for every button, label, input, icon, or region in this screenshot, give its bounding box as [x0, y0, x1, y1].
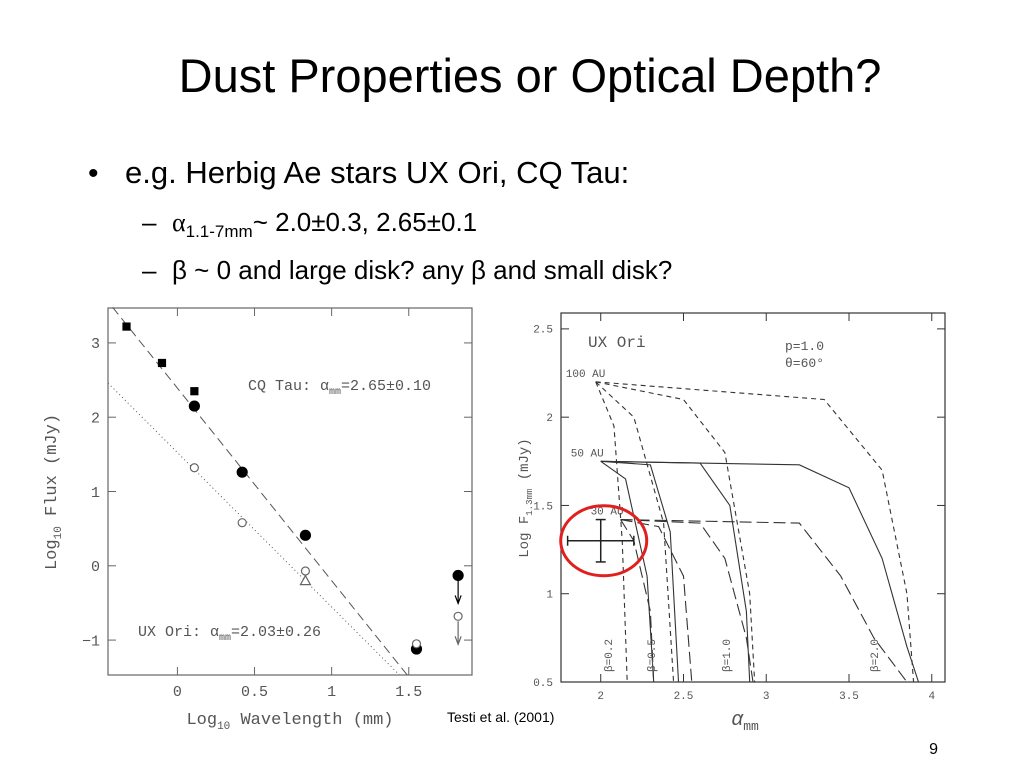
- y-axis-label: Log10 Flux (mJy): [43, 414, 65, 570]
- x-tick-label: 0: [173, 684, 182, 701]
- data-point: [122, 322, 131, 331]
- label-sub: mm: [743, 719, 759, 734]
- x-tick-label: 3: [763, 691, 770, 703]
- label-main: Log: [186, 711, 217, 730]
- fit-line: [112, 306, 408, 676]
- x-tick-label: 2.5: [674, 691, 694, 703]
- data-point: [190, 387, 199, 396]
- label-main: α: [731, 709, 744, 732]
- annotation-pre: UX Ori: α: [138, 624, 219, 641]
- group-label: 100 AU: [566, 369, 606, 381]
- group-label: 30 AU: [591, 507, 624, 519]
- highlight-circle: [559, 504, 649, 578]
- y-tick-label: 2.5: [533, 325, 553, 337]
- model-curve: [620, 519, 655, 683]
- upper-limit-arrow: [454, 580, 462, 606]
- y-tick-label: 0.5: [533, 678, 553, 690]
- model-curve: [600, 460, 920, 683]
- label-sub: 1.3mm: [525, 489, 535, 516]
- annotation-post: =2.03±0.26: [231, 624, 321, 641]
- label-rest: (mJy): [517, 438, 533, 488]
- data-point: [157, 358, 167, 368]
- y-tick-label: 2: [546, 413, 553, 425]
- data-point: [189, 463, 199, 473]
- x-tick-label: 0.5: [241, 684, 268, 701]
- annotation-pre: CQ Tau: α: [248, 378, 329, 395]
- annotation: UX Ori: αmm=2.03±0.26: [138, 624, 321, 644]
- symbol: α: [172, 208, 186, 237]
- beta-label: β=0.5: [647, 639, 659, 672]
- x-axis-label: Log10 Wavelength (mm): [186, 711, 393, 733]
- citation: Testi et al. (2001): [447, 709, 554, 725]
- label-main: Log F: [517, 516, 533, 558]
- y-tick-label: −1: [82, 633, 100, 650]
- sub-bullet: α1.1-7mm~ 2.0±0.3, 2.65±0.1: [172, 207, 477, 241]
- beta-label: β=1.0: [722, 639, 734, 672]
- annotation: CQ Tau: αmm=2.65±0.10: [248, 378, 431, 398]
- label-rest: Wavelength (mm): [230, 711, 393, 730]
- model-curve: [595, 381, 756, 683]
- x-tick-label: 4: [928, 691, 935, 703]
- text: ~ 2.0±0.3, 2.65±0.1: [253, 207, 477, 237]
- sub-bullet: β ~ 0 and large disk? any β and small di…: [172, 255, 672, 285]
- param: θ=60°: [785, 356, 824, 371]
- label-rest: Flux (mJy): [43, 414, 62, 526]
- model-curve: [620, 519, 908, 683]
- page-number: 9: [929, 741, 938, 758]
- upper-limit-arrow: [454, 621, 462, 647]
- data-point: [188, 400, 200, 412]
- data-point: [300, 566, 311, 576]
- fit-line: [107, 382, 400, 676]
- y-tick-label: 1.5: [533, 501, 553, 513]
- annotation-sub: mm: [219, 633, 231, 644]
- x-axis-label: αmm: [731, 709, 759, 734]
- label-sub: 10: [217, 721, 230, 733]
- data-point: [452, 569, 464, 582]
- data-point: [411, 639, 422, 649]
- x-tick-label: 1.5: [395, 684, 422, 701]
- annotation-post: =2.65±0.10: [341, 378, 431, 395]
- data-point: [237, 518, 247, 528]
- subscript: 1.1-7mm: [186, 222, 253, 241]
- y-axis-label: Log F1.3mm (mJy): [517, 438, 535, 557]
- y-tick-label: 1: [91, 485, 100, 502]
- x-tick-label: 1: [327, 684, 336, 701]
- y-tick-label: 2: [91, 410, 100, 427]
- plot-title: UX Ori: [588, 334, 646, 352]
- annotation-sub: mm: [329, 387, 341, 398]
- model-curve: [600, 460, 655, 683]
- param: p=1.0: [785, 339, 824, 354]
- x-tick-label: 3.5: [839, 691, 859, 703]
- title: Dust Properties or Optical Depth?: [179, 49, 882, 102]
- label-main: Log: [43, 539, 62, 570]
- label-sub: 10: [53, 526, 65, 539]
- model-curve: [620, 519, 754, 683]
- model-curve: [600, 460, 680, 683]
- data-point: [236, 466, 248, 478]
- dash-glyph: –: [142, 207, 157, 237]
- y-tick-label: 3: [91, 336, 100, 353]
- bullet-glyph: •: [88, 157, 99, 190]
- data-point: [453, 611, 463, 621]
- group-label: 50 AU: [571, 448, 604, 460]
- data-point: [299, 574, 312, 586]
- data-point: [299, 529, 312, 541]
- beta-label: β=2.0: [870, 639, 882, 672]
- y-tick-label: 0: [91, 559, 100, 576]
- dash-glyph: –: [142, 255, 157, 285]
- x-tick-label: 2: [597, 691, 604, 703]
- y-tick-label: 1: [546, 590, 553, 602]
- beta-label: β=0.2: [604, 639, 616, 672]
- bullet: e.g. Herbig Ae stars UX Ori, CQ Tau:: [125, 155, 629, 190]
